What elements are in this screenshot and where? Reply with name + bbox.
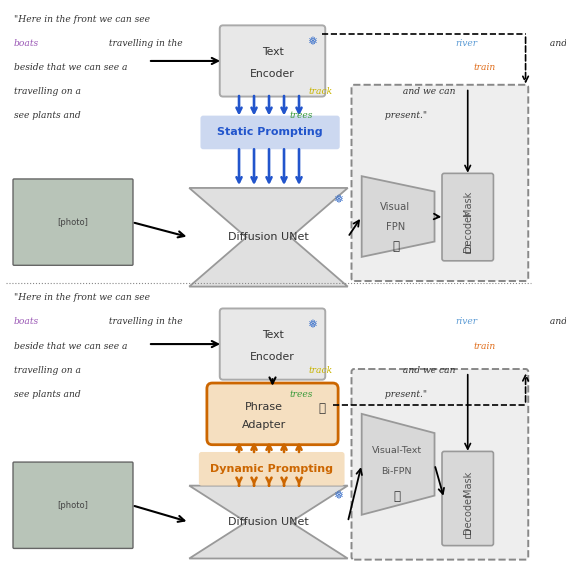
Text: present.": present." (381, 111, 427, 120)
Polygon shape (362, 414, 435, 515)
Text: present.": present." (381, 390, 427, 399)
Text: travelling in the: travelling in the (106, 39, 186, 48)
Text: trees: trees (290, 111, 313, 120)
Text: 🔥: 🔥 (393, 490, 400, 503)
Text: travelling on a: travelling on a (14, 87, 84, 96)
Text: ❅: ❅ (307, 34, 318, 48)
Text: 🔥: 🔥 (319, 402, 325, 415)
Text: "Here in the front we can see: "Here in the front we can see (14, 293, 150, 302)
Polygon shape (189, 486, 348, 559)
Text: Static Prompting: Static Prompting (217, 128, 323, 138)
Text: Visual-Text: Visual-Text (371, 446, 422, 455)
Text: ❅: ❅ (333, 193, 343, 206)
Text: "Here in the front we can see: "Here in the front we can see (14, 15, 150, 24)
Text: Decoder: Decoder (463, 211, 473, 252)
Text: beside that we can see a: beside that we can see a (14, 63, 130, 72)
Text: travelling on a: travelling on a (14, 366, 84, 375)
FancyBboxPatch shape (220, 309, 325, 380)
Text: Mask: Mask (463, 470, 473, 496)
Text: travelling in the: travelling in the (106, 318, 186, 327)
Text: track: track (308, 366, 332, 375)
Text: ❅: ❅ (307, 318, 318, 330)
Text: Decoder: Decoder (463, 493, 473, 534)
FancyBboxPatch shape (442, 173, 494, 261)
FancyBboxPatch shape (200, 116, 340, 149)
Text: ❅: ❅ (333, 489, 343, 502)
FancyBboxPatch shape (351, 85, 528, 281)
Text: Encoder: Encoder (250, 69, 295, 79)
FancyBboxPatch shape (207, 383, 338, 445)
Text: train: train (474, 63, 496, 72)
Text: boats: boats (14, 318, 39, 327)
Text: Encoder: Encoder (250, 352, 295, 362)
Text: Dynamic Prompting: Dynamic Prompting (210, 464, 333, 474)
FancyBboxPatch shape (442, 451, 494, 546)
FancyBboxPatch shape (13, 179, 133, 265)
Text: Bi-FPN: Bi-FPN (381, 466, 411, 475)
Text: river: river (455, 318, 477, 327)
Text: see plants and: see plants and (14, 111, 84, 120)
FancyBboxPatch shape (220, 25, 325, 97)
Text: Diffusion UNet: Diffusion UNet (228, 517, 309, 527)
FancyBboxPatch shape (199, 452, 345, 486)
FancyBboxPatch shape (351, 369, 528, 560)
Text: Visual: Visual (380, 202, 410, 212)
Text: river: river (455, 39, 477, 48)
Text: train: train (474, 342, 496, 351)
Text: and we can: and we can (400, 87, 456, 96)
Text: trees: trees (290, 390, 313, 399)
Text: 🔥: 🔥 (465, 243, 471, 253)
Text: boats: boats (14, 39, 39, 48)
Text: and: and (547, 39, 566, 48)
Text: Text: Text (261, 330, 284, 340)
Text: Text: Text (261, 47, 284, 57)
Text: track: track (308, 87, 332, 96)
Polygon shape (362, 176, 435, 257)
Text: Adapter: Adapter (242, 420, 286, 430)
Text: 🔥: 🔥 (465, 528, 471, 538)
Polygon shape (189, 188, 348, 287)
Text: see plants and: see plants and (14, 390, 84, 399)
Text: beside that we can see a: beside that we can see a (14, 342, 130, 351)
Text: Diffusion UNet: Diffusion UNet (228, 232, 309, 242)
FancyBboxPatch shape (13, 462, 133, 549)
Text: FPN: FPN (386, 221, 405, 232)
Text: [photo]: [photo] (58, 501, 88, 510)
Text: Phrase: Phrase (245, 402, 283, 412)
Text: Mask: Mask (463, 191, 473, 216)
Text: and: and (547, 318, 566, 327)
Text: 🔥: 🔥 (392, 240, 399, 253)
Text: [photo]: [photo] (58, 217, 88, 226)
Text: and we can: and we can (400, 366, 456, 375)
